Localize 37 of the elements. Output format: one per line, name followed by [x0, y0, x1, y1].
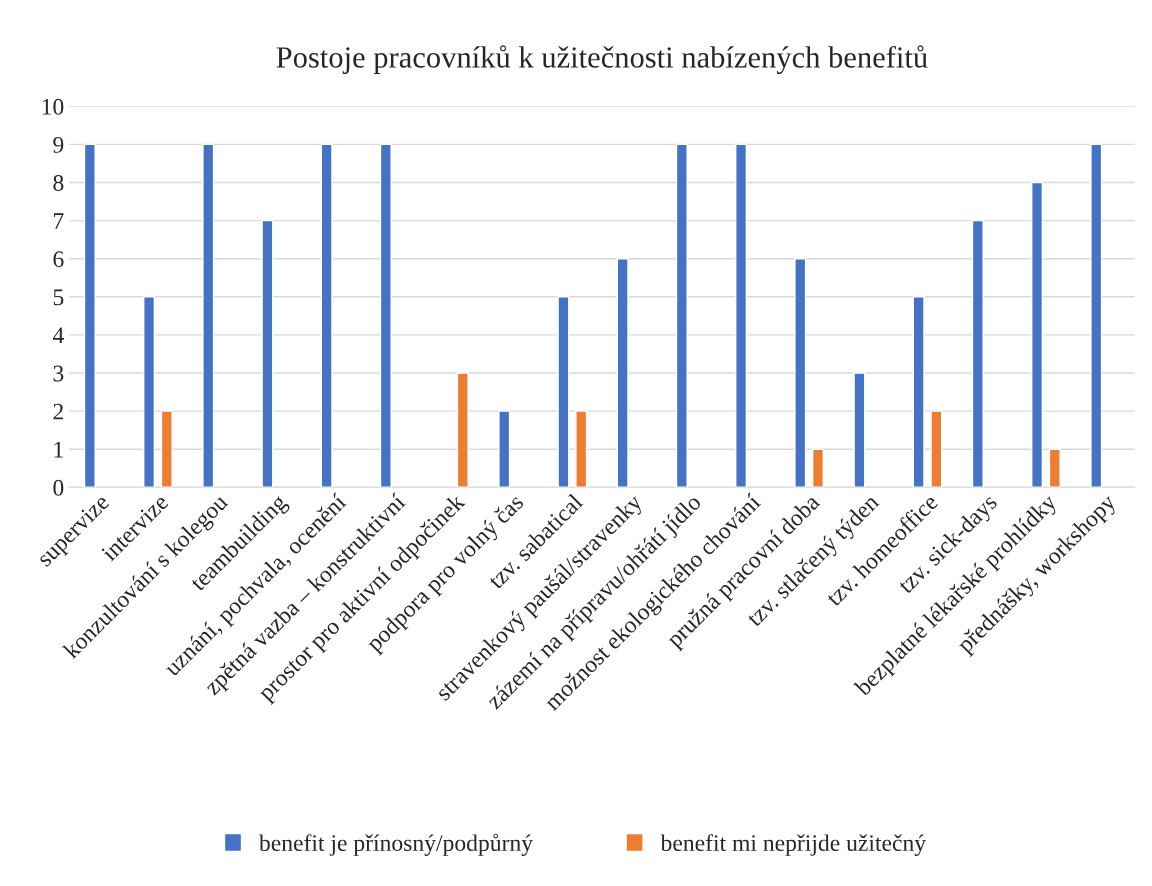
y-tick-label: 8	[53, 175, 64, 191]
legend-label: benefit mi nepřijde užitečný	[660, 834, 926, 856]
y-tick-label: 9	[53, 136, 64, 153]
bar	[853, 372, 866, 488]
y-tick-label: 1	[54, 441, 63, 458]
y-tick-label: 4	[52, 327, 64, 344]
bar	[1048, 448, 1061, 488]
y-tick-label: 3	[53, 365, 64, 382]
bar	[320, 143, 333, 488]
bar	[83, 143, 96, 488]
bar	[557, 296, 570, 488]
bar	[971, 219, 984, 488]
bar	[456, 372, 469, 488]
y-tick-label: 2	[53, 403, 63, 420]
bar	[794, 258, 807, 488]
y-tick-label: 7	[54, 213, 64, 229]
bar	[1090, 143, 1103, 488]
bar	[202, 143, 215, 488]
y-tick-label: 0	[53, 479, 64, 496]
legend-label: benefit je přínosný/podpůrný	[258, 833, 533, 856]
bar	[160, 410, 173, 488]
bar	[575, 410, 588, 488]
bar	[912, 296, 925, 488]
bar	[498, 410, 511, 488]
chart-title: Postoje pracovníků k užitečnosti nabízených benefitů	[276, 45, 928, 75]
y-tick-label: 6	[53, 251, 64, 268]
y-tick-label: 10	[42, 98, 64, 115]
bar	[616, 258, 629, 488]
bar	[675, 143, 688, 488]
bar	[1031, 181, 1044, 488]
bar	[735, 143, 748, 488]
bar	[811, 448, 825, 488]
y-tick-label: 5	[53, 289, 64, 306]
bar	[261, 219, 274, 488]
bar	[379, 143, 392, 488]
bar	[143, 296, 156, 488]
bar	[930, 410, 943, 488]
